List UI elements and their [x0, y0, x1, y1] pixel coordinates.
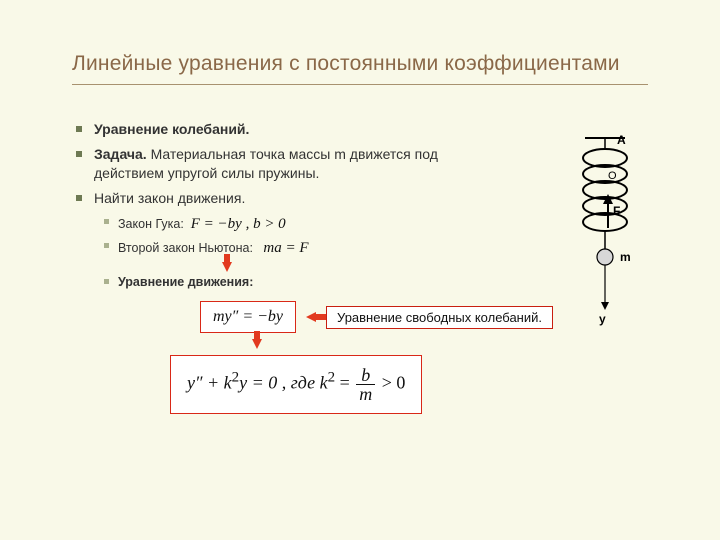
bullet-3-text: Найти закон движения. [94, 190, 245, 206]
bullet-1: Уравнение колебаний. [72, 120, 502, 139]
label-O: O [608, 170, 617, 182]
final-sq2: 2 [328, 370, 336, 386]
motion-equation-box: my″ = −by [200, 301, 296, 333]
final-eq-sign: = [335, 373, 354, 393]
slide: Линейные уравнения с постоянными коэффиц… [0, 0, 720, 540]
sub2-eq: ma = F [263, 240, 308, 256]
label-m: m [620, 250, 631, 264]
final-equation-box: y″ + k2y = 0 , где k2 = bm > 0 [170, 355, 422, 414]
bullet-4-text: Уравнение движения: [118, 275, 253, 289]
arrow-left-icon [306, 312, 316, 322]
sub2-label: Второй закон Ньютона: [118, 241, 253, 255]
motion-eq-row: my″ = −by Уравнение свободных колебаний. [200, 301, 580, 333]
sub-bullet-2: Второй закон Ньютона: ma = F [72, 238, 502, 258]
bullet-3: Найти закон движения. [72, 189, 502, 208]
content-block: Уравнение колебаний. Задача. Материальна… [72, 120, 502, 295]
arrow-down-1 [212, 262, 242, 272]
label-y: y [599, 312, 606, 326]
page-title: Линейные уравнения с постоянными коэффиц… [72, 52, 620, 76]
bullet-1-text: Уравнение колебаний. [94, 121, 249, 137]
equation-area: my″ = −by Уравнение свободных колебаний.… [160, 295, 580, 414]
label-A: A [617, 133, 626, 147]
motion-equation: my″ = −by [213, 308, 283, 325]
bullet-2-run1: Задача. [94, 146, 147, 162]
sub1-eq: F = −by , b > 0 [191, 216, 286, 232]
free-oscillation-label: Уравнение свободных колебаний. [326, 306, 553, 329]
frac-num: b [356, 366, 375, 385]
final-mid: y = 0 , где k [239, 373, 327, 393]
title-underline [72, 84, 648, 85]
arrow-down-2 [242, 339, 272, 349]
final-tail: > 0 [377, 373, 405, 393]
label-F: F [613, 204, 620, 218]
sub1-label: Закон Гука: [118, 217, 184, 231]
final-lhs: y″ + k [187, 373, 232, 393]
spring-diagram: A O F m y [550, 130, 660, 350]
final-eq-row: y″ + k2y = 0 , где k2 = bm > 0 [170, 355, 580, 414]
frac-den: m [356, 385, 375, 403]
final-fraction: bm [356, 366, 375, 403]
sub-bullet-1: Закон Гука: F = −by , b > 0 [72, 214, 502, 234]
bullet-2: Задача. Материальная точка массы m движе… [72, 145, 502, 183]
final-sq1: 2 [232, 370, 240, 386]
bullet-4: Уравнение движения: [72, 274, 502, 291]
